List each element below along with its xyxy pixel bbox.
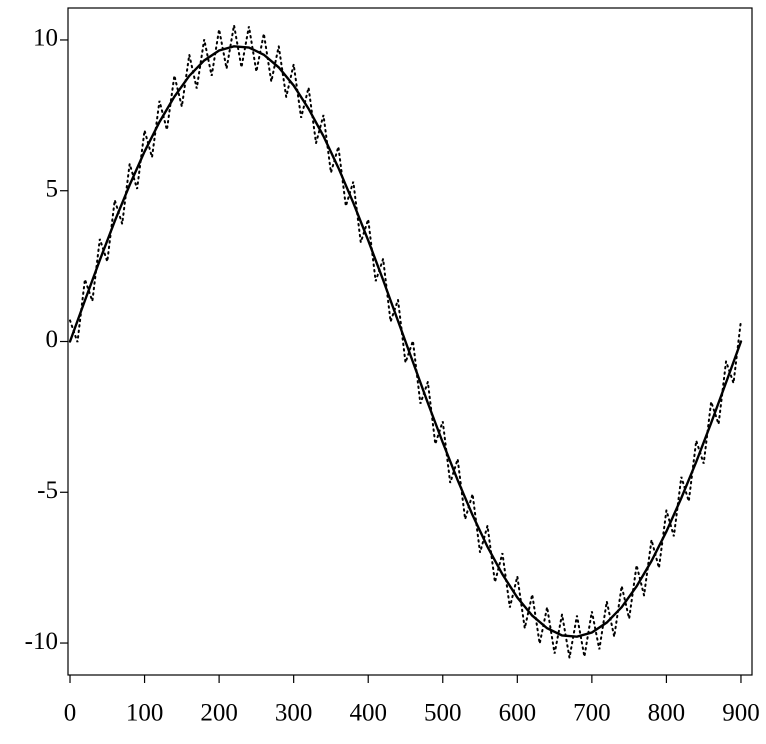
x-tick-label: 400 [349,700,387,727]
y-tick-label: -5 [37,477,58,504]
dotted-line [69,25,742,658]
y-tick-label: 10 [33,25,58,52]
solid-line [68,45,743,638]
y-tick-label: 0 [46,326,59,353]
x-tick-label: 700 [573,700,611,727]
x-tick-label: 100 [126,700,164,727]
x-tick-label: 900 [722,700,760,727]
x-tick-label: 300 [275,700,313,727]
x-tick-label: 0 [64,700,77,727]
y-tick-label: -10 [25,628,58,655]
x-tick-label: 800 [648,700,686,727]
plot-frame [67,7,753,676]
x-tick-label: 200 [200,700,238,727]
y-tick-label: 5 [46,175,59,202]
x-tick-label: 600 [499,700,537,727]
x-tick-label: 500 [424,700,462,727]
